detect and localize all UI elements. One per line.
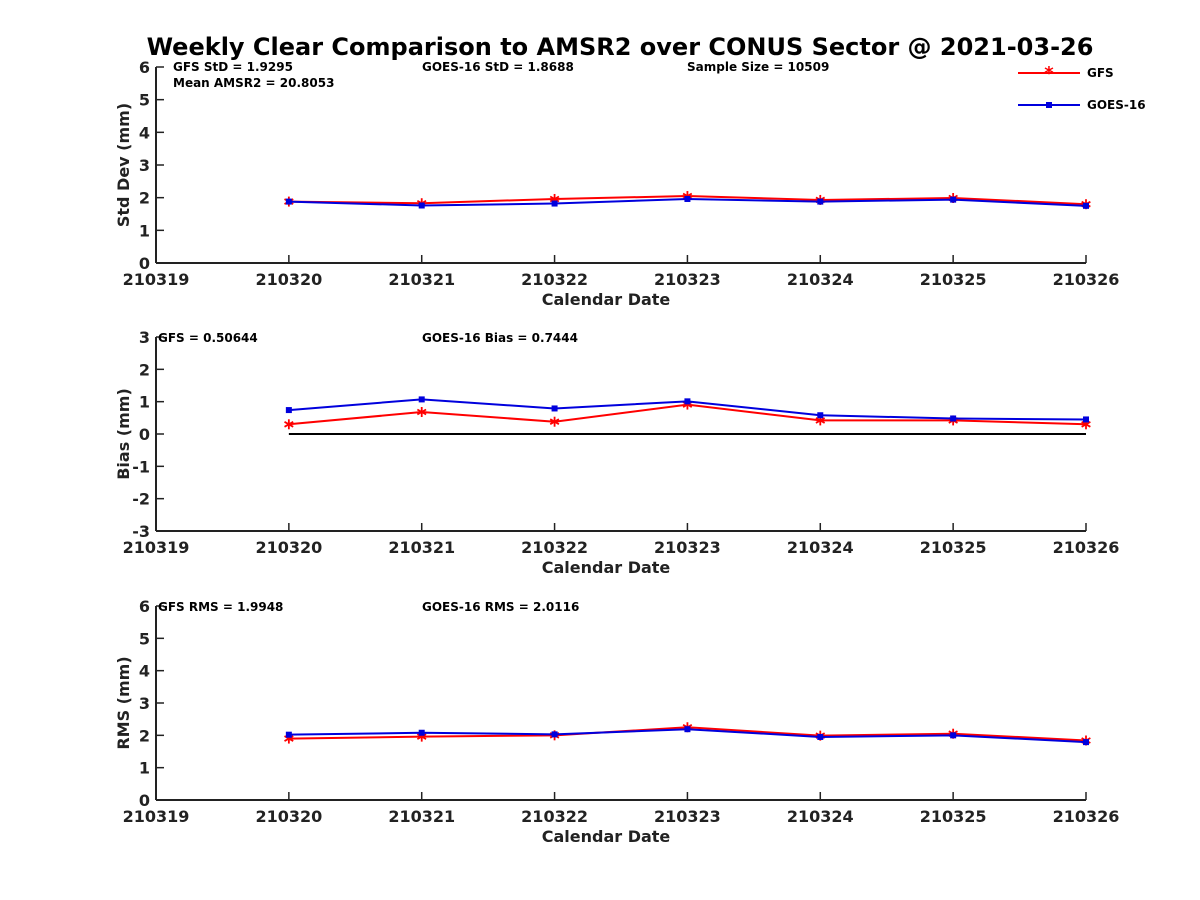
rms-y-tick-label: 5: [139, 629, 150, 648]
std-dev-y-tick-label: 5: [139, 91, 150, 110]
bias-goes16-point: [950, 415, 957, 422]
bias-x-tick-label: 210323: [654, 538, 721, 557]
rms-goes16-point: [817, 733, 824, 740]
legend-label-goes16: GOES-16: [1087, 98, 1146, 112]
rms-annotation: GFS RMS = 1.9948: [158, 600, 283, 614]
bias-gfs-point: [416, 407, 427, 418]
std-dev-y-tick-label: 1: [139, 221, 150, 240]
rms-goes16-point: [551, 731, 558, 738]
legend: * GFS GOES-16: [1018, 63, 1146, 112]
rms-goes16-point: [418, 729, 425, 736]
rms-x-axis-label: Calendar Date: [542, 827, 671, 846]
bias-y-tick-label: 3: [139, 328, 150, 347]
bias-goes16-point: [1083, 416, 1089, 423]
rms-x-tick-label: 210325: [920, 807, 987, 826]
rms-x-tick-label: 210322: [521, 807, 588, 826]
bias-x-tick-label: 210321: [388, 538, 455, 557]
std-dev-goes16-point: [817, 198, 824, 205]
rms-y-tick-label: 3: [139, 694, 150, 713]
bias-goes16-point: [551, 405, 558, 412]
std-dev-x-tick-label: 210319: [123, 270, 190, 289]
bias-x-tick-label: 210326: [1053, 538, 1120, 557]
bias-y-axis-label: Bias (mm): [114, 388, 133, 480]
bias-x-tick-label: 210320: [255, 538, 322, 557]
chart-title: Weekly Clear Comparison to AMSR2 over CO…: [147, 33, 1094, 61]
rms-x-tick-label: 210319: [123, 807, 190, 826]
std-dev-y-tick-label: 6: [139, 58, 150, 77]
rms-y-tick-label: 1: [139, 759, 150, 778]
std-dev-x-tick-label: 210326: [1053, 270, 1120, 289]
std-dev-annotation: Mean AMSR2 = 20.8053: [173, 76, 334, 90]
std-dev-x-tick-label: 210320: [255, 270, 322, 289]
rms-y-axis-label: RMS (mm): [114, 656, 133, 749]
bias-goes16-point: [684, 398, 691, 405]
std-dev-x-tick-label: 210321: [388, 270, 455, 289]
std-dev-annotation: GOES-16 StD = 1.8688: [422, 60, 574, 74]
rms-x-tick-label: 210320: [255, 807, 322, 826]
rms-panel: 210319 210320 210321 210322 210323 210324 2103…: [114, 597, 1119, 846]
std-dev-goes16-point: [1083, 202, 1089, 209]
bias-goes16-point: [817, 412, 824, 419]
rms-goes16-point: [1083, 739, 1089, 746]
rms-goes16-point: [950, 732, 957, 739]
std-dev-y-axis-label: Std Dev (mm): [114, 103, 133, 227]
bias-y-tick-label: 1: [139, 393, 150, 412]
bias-y-tick-label: -1: [132, 457, 150, 476]
rms-annotation: GOES-16 RMS = 2.0116: [422, 600, 579, 614]
std-dev-panel: 210319 210320 210321 210322 210323 210324 2103…: [114, 58, 1119, 309]
std-dev-x-tick-label: 210322: [521, 270, 588, 289]
std-dev-y-tick-label: 2: [139, 189, 150, 208]
bias-goes16-point: [285, 407, 292, 414]
rms-goes16-point: [684, 726, 691, 733]
rms-x-tick-label: 210321: [388, 807, 455, 826]
legend-marker-gfs: *: [1044, 63, 1054, 84]
std-dev-goes16-point: [285, 198, 292, 205]
rms-y-tick-label: 0: [139, 791, 150, 810]
rms-x-tick-label: 210323: [654, 807, 721, 826]
bias-x-tick-label: 210324: [787, 538, 854, 557]
std-dev-x-axis-label: Calendar Date: [542, 290, 671, 309]
std-dev-y-tick-label: 3: [139, 156, 150, 175]
rms-y-tick-label: 6: [139, 597, 150, 616]
legend-label-gfs: GFS: [1087, 66, 1114, 80]
std-dev-goes16-point: [684, 195, 691, 202]
bias-x-axis-label: Calendar Date: [542, 558, 671, 577]
bias-annotation: GFS = 0.50644: [158, 331, 258, 345]
std-dev-goes16-point: [950, 196, 957, 203]
bias-y-tick-label: -2: [132, 490, 150, 509]
bias-x-tick-label: 210325: [920, 538, 987, 557]
std-dev-x-tick-label: 210324: [787, 270, 854, 289]
bias-annotation: GOES-16 Bias = 0.7444: [422, 331, 578, 345]
std-dev-y-tick-label: 4: [139, 123, 150, 142]
bias-gfs-point: [284, 419, 294, 430]
std-dev-annotation: Sample Size = 10509: [687, 60, 829, 74]
bias-x-tick-label: 210319: [123, 538, 190, 557]
bias-panel: 210319 210320 210321 210322 210323 210324 2103…: [114, 328, 1119, 577]
rms-y-tick-label: 2: [139, 726, 150, 745]
std-dev-y-tick-label: 0: [139, 254, 150, 273]
rms-x-tick-label: 210324: [787, 807, 854, 826]
std-dev-x-tick-label: 210323: [654, 270, 721, 289]
legend-marker-goes16: [1046, 102, 1052, 108]
rms-y-tick-label: 4: [139, 662, 150, 681]
bias-y-tick-label: 0: [139, 425, 150, 444]
std-dev-goes16-point: [551, 200, 558, 207]
bias-y-tick-label: -3: [132, 522, 150, 541]
std-dev-x-tick-label: 210325: [920, 270, 987, 289]
bias-x-tick-label: 210322: [521, 538, 588, 557]
std-dev-annotation: GFS StD = 1.9295: [173, 60, 293, 74]
bias-goes16-point: [418, 396, 425, 403]
rms-x-tick-label: 210326: [1053, 807, 1120, 826]
bias-gfs-point: [549, 416, 560, 427]
bias-y-tick-label: 2: [139, 360, 150, 379]
rms-goes16-point: [285, 731, 292, 738]
std-dev-goes16-point: [418, 202, 425, 209]
